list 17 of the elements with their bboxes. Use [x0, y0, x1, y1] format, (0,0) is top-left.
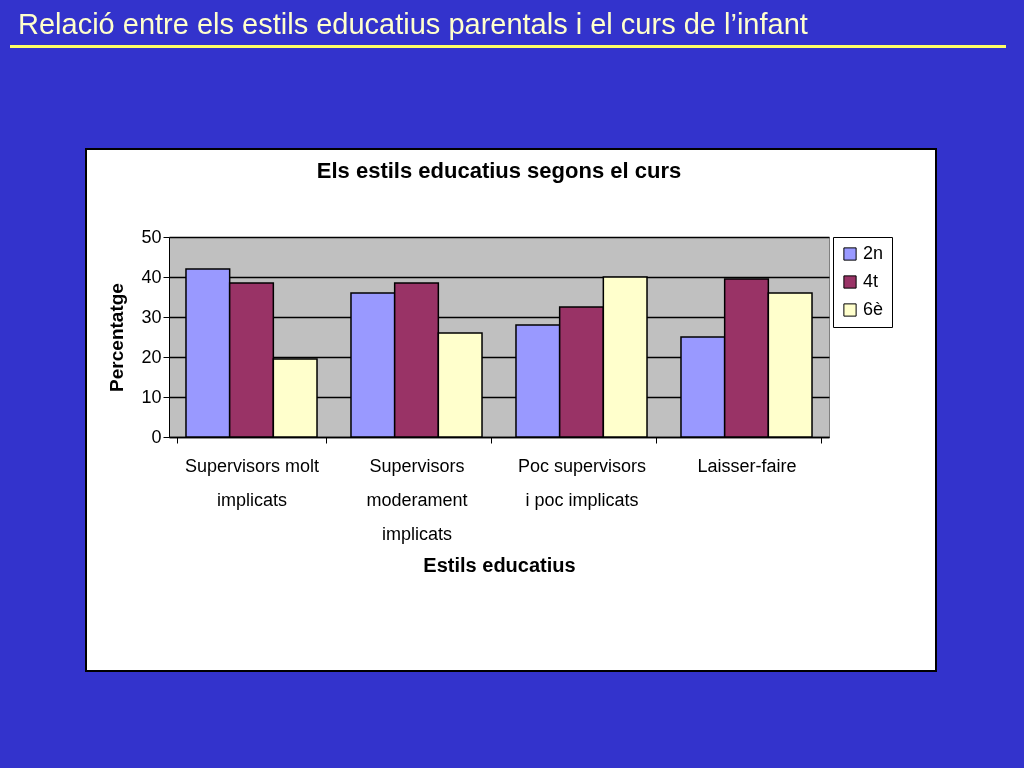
x-tick-label: Laisser-faire	[697, 455, 797, 476]
y-tick-label: 50	[141, 226, 162, 247]
legend-label: 4t	[863, 271, 879, 291]
legend-label: 6è	[863, 299, 884, 319]
x-tick-label: Supervisors molt implicats	[184, 455, 320, 510]
y-tick-label: 30	[141, 306, 162, 327]
x-tick-label: Poc supervisors i poc implicats	[517, 455, 647, 510]
y-tick-label: 20	[141, 346, 162, 367]
chart-title: Relació entre els estils educatius parentals i el curs de l’infant	[10, 8, 1006, 48]
y-tick-label: 0	[151, 426, 162, 447]
y-axis-title: Percentatge	[106, 283, 128, 392]
legend-label: 2n	[863, 243, 884, 263]
y-tick-label: 40	[141, 266, 162, 287]
chart-subtitle: Els estils educatius segons el curs	[316, 158, 682, 183]
x-axis-title: Estils educatius	[423, 553, 576, 576]
y-tick-label: 10	[141, 386, 162, 407]
x-tick-label: Supervisors moderament implicats	[366, 455, 468, 544]
